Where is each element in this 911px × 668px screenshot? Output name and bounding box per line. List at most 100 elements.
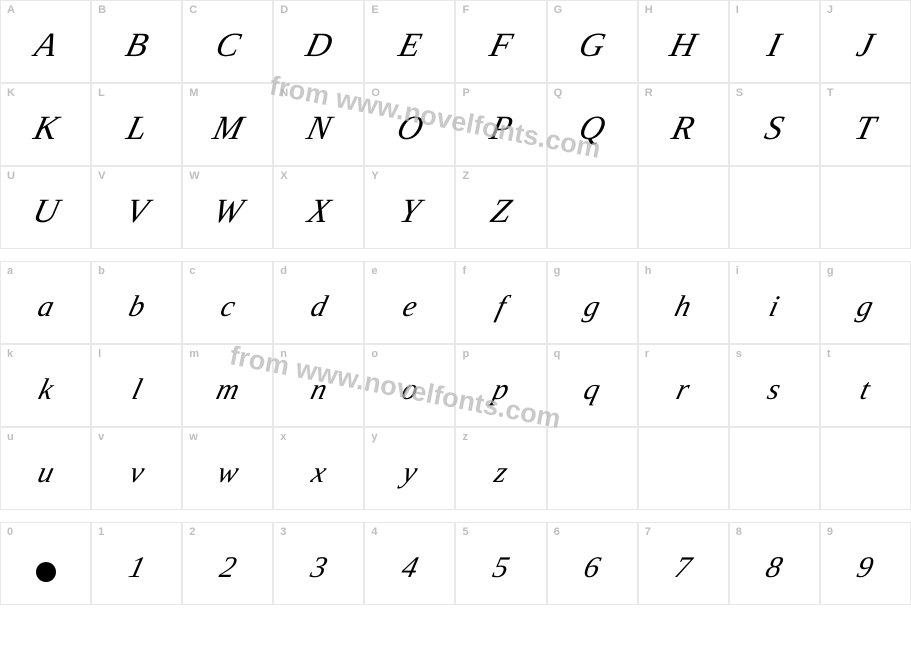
cell-empty [820, 427, 911, 510]
label-i: i [736, 265, 739, 277]
glyph-1: 1 [125, 551, 148, 585]
glyph-g2: g [854, 290, 877, 324]
cell-N: NN [273, 83, 364, 166]
cell-w: ww [182, 427, 273, 510]
label-r: r [645, 348, 649, 360]
label-u: u [7, 431, 14, 443]
glyph-I: I [764, 27, 785, 65]
glyph-n: n [307, 373, 330, 407]
cell-f: ff [455, 261, 546, 344]
cell-8: 88 [729, 522, 820, 605]
glyph-R: R [668, 110, 698, 148]
cell-k: kk [0, 344, 91, 427]
cell-y: yy [364, 427, 455, 510]
label-y: y [371, 431, 377, 443]
glyph-H: H [666, 27, 700, 65]
glyph-E: E [395, 27, 425, 65]
cell-F: FF [455, 0, 546, 83]
cell-l: ll [91, 344, 182, 427]
glyph-r: r [673, 373, 693, 407]
cell-empty [638, 427, 729, 510]
glyph-C: C [212, 27, 244, 65]
glyph-X: X [304, 193, 334, 231]
cell-s: ss [729, 344, 820, 427]
label-3: 3 [280, 526, 286, 538]
label-h: h [645, 265, 652, 277]
label-7: 7 [645, 526, 651, 538]
glyph-G: G [575, 27, 609, 65]
label-x: x [280, 431, 286, 443]
cell-T: TT [820, 83, 911, 166]
glyph-o: o [398, 373, 421, 407]
glyph-S: S [761, 110, 787, 148]
glyph-K: K [29, 110, 61, 148]
cell-g2: gg [820, 261, 911, 344]
cell-R: RR [638, 83, 729, 166]
cell-P: PP [455, 83, 546, 166]
cell-6: 66 [547, 522, 638, 605]
label-s: s [736, 348, 742, 360]
label-D: D [280, 4, 288, 16]
glyph-M: M [209, 110, 247, 148]
label-R: R [645, 87, 653, 99]
label-J: J [827, 4, 833, 16]
cell-Y: YY [364, 166, 455, 249]
glyph-g: g [580, 290, 603, 324]
label-C: C [189, 4, 197, 16]
cell-7: 77 [638, 522, 729, 605]
label-0: 0 [7, 526, 13, 538]
glyph-T: T [851, 110, 879, 148]
label-X: X [280, 170, 287, 182]
label-N: N [280, 87, 288, 99]
cell-i: ii [729, 261, 820, 344]
glyph-F: F [486, 27, 516, 65]
glyph-v: v [126, 456, 148, 490]
cell-S: SS [729, 83, 820, 166]
glyph-L: L [122, 110, 150, 148]
glyph-e: e [399, 290, 421, 324]
cell-C: CC [182, 0, 273, 83]
glyph-9: 9 [854, 551, 877, 585]
cell-d: dd [273, 261, 364, 344]
cell-G: GG [547, 0, 638, 83]
glyph-p: p [489, 373, 512, 407]
glyph-U: U [29, 193, 63, 231]
glyph-P: P [486, 110, 516, 148]
cell-Q: QQ [547, 83, 638, 166]
cell-V: VV [91, 166, 182, 249]
cell-W: WW [182, 166, 273, 249]
cell-n: nn [273, 344, 364, 427]
label-g: g [554, 265, 561, 277]
glyph-Z: Z [487, 193, 515, 231]
glyph-y: y [399, 456, 421, 490]
label-P: P [462, 87, 469, 99]
glyph-W: W [209, 193, 247, 231]
label-A: A [7, 4, 15, 16]
cell-x: xx [273, 427, 364, 510]
cell-b: bb [91, 261, 182, 344]
cell-p: pp [455, 344, 546, 427]
label-6: 6 [554, 526, 560, 538]
label-K: K [7, 87, 15, 99]
glyph-4: 4 [398, 551, 421, 585]
cell-X: XX [273, 166, 364, 249]
label-B: B [98, 4, 106, 16]
label-m: m [189, 348, 199, 360]
cell-empty [547, 166, 638, 249]
cell-empty [547, 427, 638, 510]
cell-v: vv [91, 427, 182, 510]
glyph-8: 8 [763, 551, 786, 585]
cell-E: EE [364, 0, 455, 83]
cell-empty [729, 427, 820, 510]
label-T: T [827, 87, 834, 99]
glyph-c: c [217, 290, 239, 324]
cell-5: 55 [455, 522, 546, 605]
cell-B: BB [91, 0, 182, 83]
cell-q: qq [547, 344, 638, 427]
cell-u: uu [0, 427, 91, 510]
glyph-Q: Q [575, 110, 609, 148]
glyph-w: w [213, 456, 241, 490]
label-o: o [371, 348, 378, 360]
cell-D: DD [273, 0, 364, 83]
label-Z: Z [462, 170, 469, 182]
